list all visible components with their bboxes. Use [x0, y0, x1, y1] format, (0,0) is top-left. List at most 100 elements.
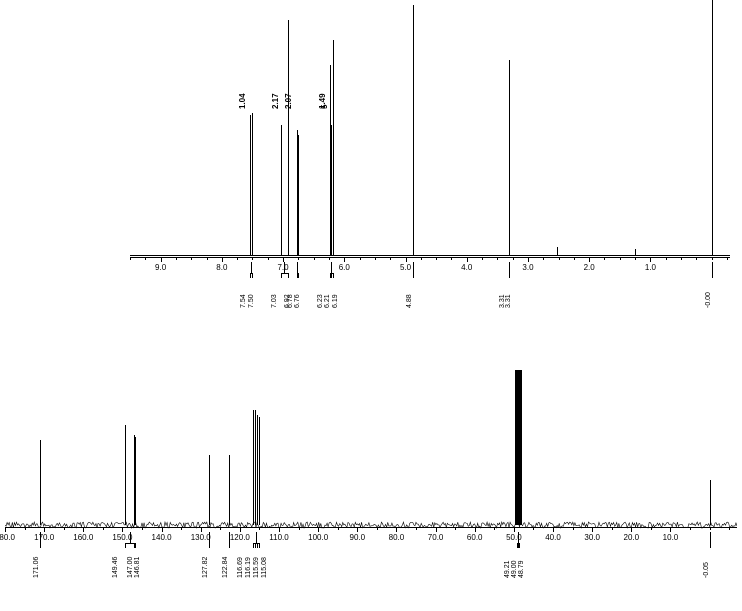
cluster-stem	[251, 262, 252, 273]
peak-label: 6.19	[332, 294, 339, 308]
cluster-tick	[253, 543, 254, 548]
peak-label: 49.21	[504, 560, 511, 578]
peak-label: 7.50	[248, 294, 255, 308]
axis-tick-minor	[360, 257, 361, 260]
axis-tick-major	[528, 257, 529, 262]
peak	[209, 455, 210, 525]
axis-label: 120.0	[230, 533, 250, 542]
axis-tick-major	[631, 527, 632, 532]
axis-label: 3.0	[522, 263, 533, 272]
axis-tick-major	[553, 527, 554, 532]
peak	[288, 20, 289, 255]
x-axis	[130, 257, 730, 258]
axis-tick-major	[222, 257, 223, 262]
cluster-tick	[712, 273, 713, 278]
axis-tick-minor	[176, 257, 177, 260]
axis-tick-major	[475, 527, 476, 532]
cluster-tick	[252, 273, 253, 278]
axis-tick-minor	[604, 257, 605, 260]
cluster-tick	[40, 543, 41, 548]
axis-label: 110.0	[269, 533, 288, 542]
axis-tick-minor	[729, 527, 730, 530]
peak-label: 115.08	[261, 557, 268, 578]
cluster-tick	[298, 273, 299, 278]
axis-tick-minor	[237, 257, 238, 260]
integral-label: 2.17	[271, 93, 280, 109]
axis-tick-minor	[574, 257, 575, 260]
axis-label: 100.0	[308, 533, 328, 542]
axis-tick-minor	[338, 527, 339, 530]
axis-tick-minor	[299, 527, 300, 530]
peak	[281, 125, 282, 255]
cluster-tick	[281, 273, 282, 278]
cluster-stem	[284, 262, 285, 273]
axis-tick-major	[406, 257, 407, 262]
peak-label: 146.81	[134, 557, 141, 578]
peak	[253, 410, 254, 525]
axis-tick-minor	[482, 257, 483, 260]
peak-label: 48.79	[518, 560, 525, 578]
axis-tick-major	[5, 527, 6, 532]
axis-label: 7.0	[277, 263, 288, 272]
axis-tick-major	[467, 257, 468, 262]
cluster-stem	[710, 532, 711, 543]
axis-tick-minor	[513, 257, 514, 260]
axis-tick-minor	[329, 257, 330, 260]
cluster-stem	[256, 532, 257, 543]
axis-tick-minor	[543, 257, 544, 260]
cluster-stem	[40, 532, 41, 543]
axis-tick-minor	[268, 257, 269, 260]
axis-tick-minor	[559, 257, 560, 260]
axis-tick-minor	[259, 527, 260, 530]
c13-plot-area: 180.0170.0160.0150.0140.0130.0120.0110.0…	[5, 370, 737, 560]
x-axis	[5, 527, 737, 528]
peak-label: 7.03	[271, 294, 278, 308]
axis-tick-minor	[298, 257, 299, 260]
axis-tick-minor	[142, 527, 143, 530]
axis-tick-major	[83, 527, 84, 532]
peak	[252, 113, 253, 255]
cluster-tick	[509, 273, 510, 278]
axis-label: 70.0	[428, 533, 444, 542]
peak-label: 127.82	[202, 557, 209, 578]
axis-tick-minor	[191, 257, 192, 260]
solvent-peak	[521, 370, 522, 525]
axis-label: 5.0	[400, 263, 411, 272]
axis-tick-major	[670, 527, 671, 532]
cluster-stem	[297, 262, 298, 273]
axis-tick-minor	[181, 527, 182, 530]
axis-tick-minor	[145, 257, 146, 260]
cluster-tick	[125, 543, 126, 548]
axis-tick-major	[436, 527, 437, 532]
axis-tick-major	[396, 527, 397, 532]
cluster-tick	[255, 543, 256, 548]
axis-tick-minor	[696, 257, 697, 260]
axis-tick-minor	[497, 257, 498, 260]
cluster-stem	[413, 262, 414, 273]
axis-tick-minor	[651, 527, 652, 530]
peak	[135, 437, 136, 525]
cluster-stem	[518, 532, 519, 543]
axis-tick-major	[592, 527, 593, 532]
axis-label: 8.0	[216, 263, 227, 272]
peak	[250, 115, 251, 255]
axis-label: 4.0	[461, 263, 472, 272]
axis-label: 6.0	[339, 263, 350, 272]
axis-tick-minor	[64, 527, 65, 530]
axis-tick-major	[279, 527, 280, 532]
peak-label: 6.21	[324, 294, 331, 308]
axis-tick-major	[318, 527, 319, 532]
axis-tick-minor	[130, 257, 131, 260]
axis-tick-minor	[451, 257, 452, 260]
axis-tick-minor	[666, 257, 667, 260]
peak	[413, 5, 414, 255]
integral-label: 1.04	[238, 93, 247, 109]
axis-tick-minor	[690, 527, 691, 530]
axis-tick-major	[650, 257, 651, 262]
axis-label: 130.0	[191, 533, 211, 542]
axis-label: 80.0	[389, 533, 405, 542]
axis-label: 60.0	[467, 533, 483, 542]
axis-tick-major	[344, 257, 345, 262]
peak-label: 6.78	[287, 294, 294, 308]
peak-label: 6.76	[294, 294, 301, 308]
